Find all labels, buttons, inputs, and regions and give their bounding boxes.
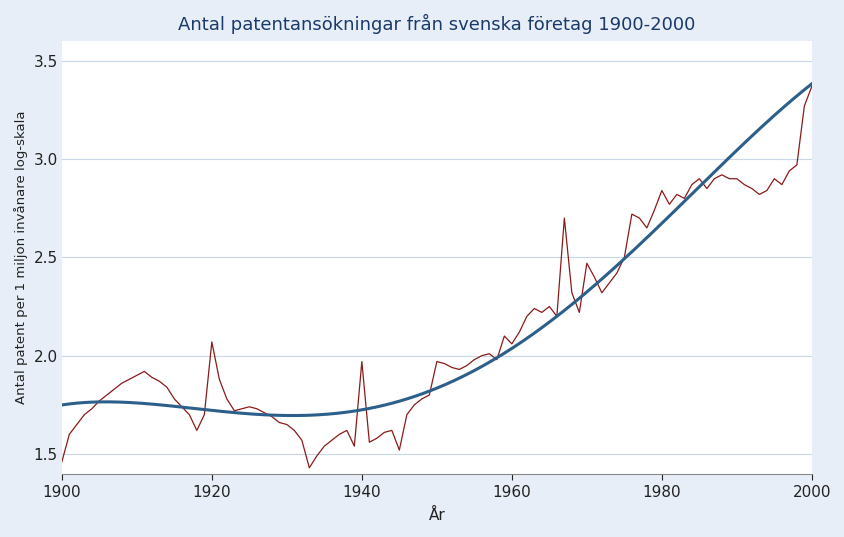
Title: Antal patentansökningar från svenska företag 1900-2000: Antal patentansökningar från svenska för… — [178, 14, 695, 34]
X-axis label: År: År — [428, 508, 445, 523]
Y-axis label: Antal patent per 1 miljon invånare log-skala: Antal patent per 1 miljon invånare log-s… — [14, 111, 28, 404]
